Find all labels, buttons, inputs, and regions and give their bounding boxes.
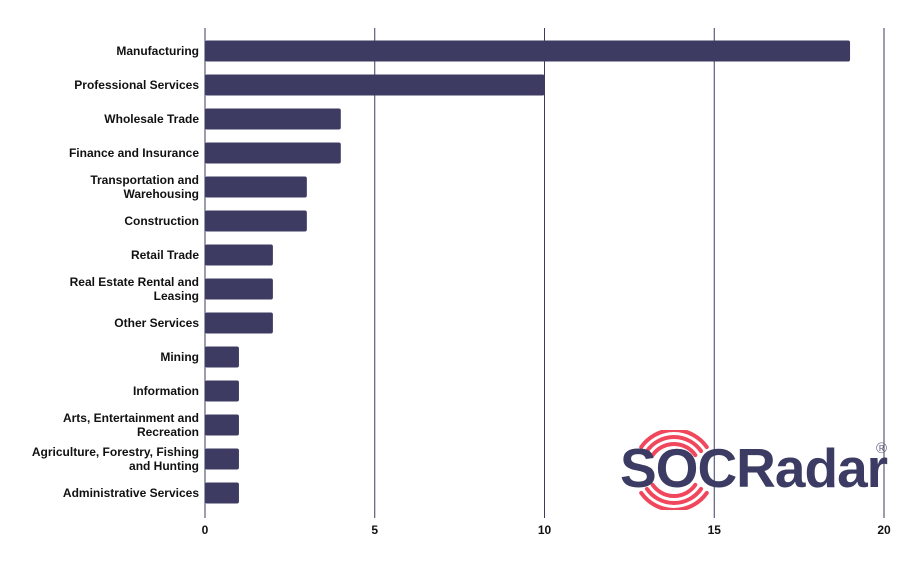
socradar-logo: SOCRadar ®: [618, 430, 898, 510]
category-label: Agriculture, Forestry, Fishing and Huntin…: [32, 445, 199, 473]
bar: [205, 244, 273, 266]
bar: [205, 40, 851, 62]
x-axis-ticks: 0 5 10 15 20: [202, 523, 891, 537]
category-label: Arts, Entertainment and Recreation: [63, 411, 199, 439]
category-label: Manufacturing: [116, 44, 199, 58]
category-label: Construction: [124, 214, 199, 228]
registered-mark: ®: [876, 440, 888, 457]
category-label: Transportation and Warehousing: [90, 173, 199, 201]
category-label: Finance and Insurance: [69, 146, 199, 160]
bar: [205, 448, 239, 470]
category-label: Retail Trade: [131, 248, 199, 262]
category-label: Professional Services: [74, 78, 199, 92]
logo-wordmark: SOCRadar: [620, 437, 888, 499]
gridlines: [204, 28, 885, 518]
bar: [205, 380, 239, 402]
x-tick-label: 15: [708, 523, 722, 537]
bar: [205, 176, 307, 198]
x-tick-label: 10: [538, 523, 552, 537]
x-tick-label: 5: [371, 523, 378, 537]
category-labels: Manufacturing Professional Services Wholes…: [32, 44, 199, 500]
bar: [205, 482, 239, 504]
category-label: Administrative Services: [63, 486, 199, 500]
bar: [205, 108, 341, 130]
x-tick-label: 20: [877, 523, 891, 537]
bar: [205, 74, 545, 96]
bar: [205, 312, 273, 334]
bar: [205, 210, 307, 232]
bar: [205, 142, 341, 164]
x-tick-label: 0: [202, 523, 209, 537]
bar: [205, 278, 273, 300]
radar-signal-icon: [639, 430, 709, 510]
bar: [205, 414, 239, 436]
category-label: Other Services: [114, 316, 199, 330]
bar: [205, 346, 239, 368]
category-label: Wholesale Trade: [104, 112, 199, 126]
category-label: Real Estate Rental and Leasing: [70, 275, 199, 303]
category-label: Information: [133, 384, 199, 398]
bars: [205, 40, 851, 504]
category-label: Mining: [160, 350, 199, 364]
